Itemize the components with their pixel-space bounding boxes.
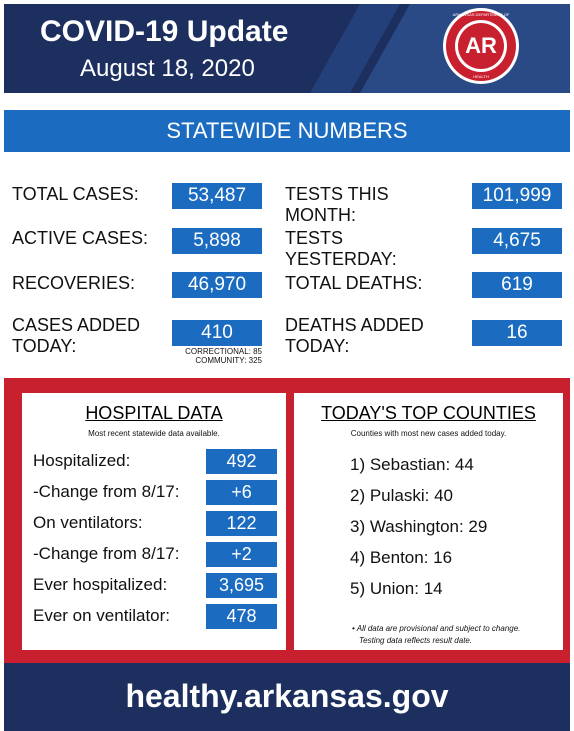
- note: Testing data reflects result date.: [359, 636, 473, 645]
- hospital-label: -Change from 8/17:: [33, 544, 180, 563]
- stat-label: TOTAL DEATHS:: [285, 273, 423, 293]
- hospital-value: 478: [206, 604, 277, 629]
- hospital-label: Hospitalized:: [33, 451, 131, 470]
- stat-value: 5,898: [172, 228, 262, 254]
- stat-value: 4,675: [472, 228, 562, 254]
- hospital-value: +2: [206, 542, 277, 567]
- county-item: 5) Union: 14: [350, 579, 443, 598]
- hospital-label: On ventilators:: [33, 513, 143, 532]
- stat-label: TESTS THIS MONTH:: [285, 184, 389, 225]
- counties-subtitle: Counties with most new cases added today…: [350, 429, 507, 438]
- stat-value: 101,999: [472, 183, 562, 209]
- hospital-value: +6: [206, 480, 277, 505]
- hospital-title: HOSPITAL DATA: [85, 403, 223, 423]
- hospital-label: Ever hospitalized:: [33, 575, 168, 594]
- hospital-label: Ever on ventilator:: [33, 606, 171, 625]
- note-line: CORRECTIONAL: 85: [185, 347, 262, 356]
- title: COVID-19 Update: [40, 15, 289, 48]
- stat-label: RECOVERIES:: [12, 273, 136, 293]
- hospital-subtitle: Most recent statewide data available.: [88, 429, 220, 438]
- counties-title: TODAY'S TOP COUNTIES: [321, 403, 536, 423]
- section-title: STATEWIDE NUMBERS: [4, 110, 570, 152]
- note: • All data are provisional and subject t…: [352, 624, 521, 633]
- stat-value: 619: [472, 272, 562, 298]
- county-item: 1) Sebastian: 44: [350, 455, 474, 474]
- logo-initials: AR: [465, 33, 497, 58]
- counties-panel: [294, 393, 563, 650]
- note-line: COMMUNITY: 325: [195, 356, 262, 365]
- date: August 18, 2020: [80, 55, 255, 82]
- cases-note: CORRECTIONAL: 85 COMMUNITY: 325: [150, 347, 262, 365]
- hospital-value: 3,695: [206, 573, 277, 598]
- county-item: 2) Pulaski: 40: [350, 486, 453, 505]
- logo-top: ARKANSAS DEPARTMENT OF: [452, 12, 510, 17]
- county-item: 3) Washington: 29: [350, 517, 488, 536]
- county-item: 4) Benton: 16: [350, 548, 453, 567]
- hospital-label: -Change from 8/17:: [33, 482, 180, 501]
- logo-bottom: HEALTH: [473, 74, 489, 79]
- footer-url: healthy.arkansas.gov: [4, 663, 570, 731]
- stat-label: DEATHS ADDED TODAY:: [285, 315, 424, 356]
- stat-label: CASES ADDED TODAY:: [12, 315, 141, 356]
- stat-label: TESTS YESTERDAY:: [285, 228, 397, 269]
- stat-label: TOTAL CASES:: [12, 184, 139, 204]
- header-bg: [4, 4, 570, 93]
- stat-label: ACTIVE CASES:: [12, 228, 149, 248]
- hospital-value: 122: [206, 511, 277, 536]
- hospital-value: 492: [206, 449, 277, 474]
- stat-value: 53,487: [172, 183, 262, 209]
- stat-value: 410: [172, 320, 262, 346]
- stat-value: 16: [472, 320, 562, 346]
- stat-value: 46,970: [172, 272, 262, 298]
